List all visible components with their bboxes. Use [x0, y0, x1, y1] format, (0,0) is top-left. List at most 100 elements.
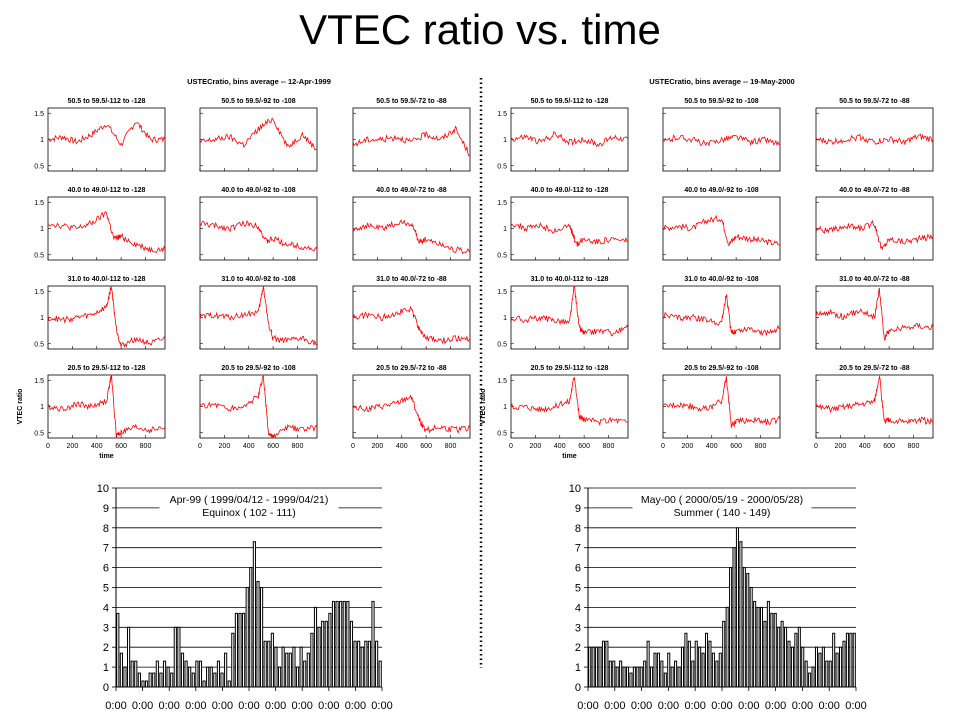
x-tick-label: 200	[219, 443, 231, 450]
annotation-text: May-00 ( 2000/05/19 - 2000/05/28)	[641, 494, 803, 506]
series-line	[662, 214, 781, 246]
bar	[646, 640, 650, 688]
y-tick-label: 1	[503, 226, 507, 233]
line-panel: 31.0 to 40.0/-112 to -128 0.5 1 1.5	[497, 276, 629, 350]
bar	[166, 666, 170, 688]
x-tick-label: 0:00	[604, 700, 625, 712]
panel-title: 20.5 to 29.5/-72 to -88	[839, 365, 910, 372]
bar	[842, 640, 846, 688]
bar	[742, 567, 746, 688]
bar	[242, 612, 246, 688]
bar	[691, 660, 695, 688]
y-tick-label: 3	[575, 622, 581, 634]
bar	[252, 541, 256, 688]
bar	[588, 646, 592, 688]
bar	[141, 680, 145, 688]
bar	[152, 672, 156, 688]
line-panel: 50.5 to 59.5/-92 to -108	[199, 98, 318, 172]
x-tick-label: 600	[578, 443, 590, 450]
bar	[852, 632, 856, 688]
x-tick-label: 400	[396, 443, 408, 450]
line-panel: 20.5 to 29.5/-92 to -108 0 200 400 600 800	[661, 365, 781, 450]
panel-title: 50.5 to 59.5/-72 to -88	[839, 98, 910, 105]
x-tick-label: 0:00	[265, 700, 286, 712]
bar	[170, 672, 174, 688]
bar	[667, 652, 671, 688]
y-tick-label: 0	[103, 682, 109, 694]
y-tick-label: 2	[103, 642, 109, 654]
x-tick-label: 0:00	[711, 700, 732, 712]
annotation-text: Equinox ( 102 - 111)	[202, 507, 296, 519]
line-panel: 50.5 to 59.5/-112 to -128 0.5 1 1.5	[34, 98, 166, 172]
y-tick-label: 4	[575, 602, 581, 614]
y-tick-label: 5	[575, 583, 581, 595]
bar	[198, 660, 203, 688]
series-line	[662, 134, 781, 147]
bar	[116, 612, 120, 688]
bar	[687, 640, 691, 688]
x-tick-label: 0:00	[185, 700, 206, 712]
x-tick-label: 0	[351, 443, 355, 450]
bar	[184, 660, 188, 688]
y-tick-label: 0.5	[497, 341, 507, 348]
panel-frame	[510, 374, 629, 439]
y-tick-label: 8	[103, 523, 109, 535]
bar	[123, 666, 127, 688]
x-tick-label: 0:00	[765, 700, 786, 712]
x-tick-label: 600	[267, 443, 279, 450]
line-panel: 40.0 to 49.0/-112 to -128 0.5 1 1.5	[497, 187, 629, 261]
bar	[144, 680, 149, 688]
bar	[825, 660, 829, 688]
bar	[756, 606, 760, 688]
line-panel: 50.5 to 59.5/-112 to -128 0.5 1 1.5	[497, 98, 629, 172]
bar	[238, 612, 242, 688]
line-panel: 40.0 to 49.0/-72 to -88	[815, 187, 934, 261]
panel-title: 31.0 to 40.0/-92 to -108	[684, 276, 758, 283]
bar	[299, 646, 303, 688]
bar	[310, 632, 314, 688]
panel-title: 50.5 to 59.5/-72 to -88	[376, 98, 447, 105]
bar	[256, 581, 260, 688]
panel-title: 20.5 to 29.5/-72 to -88	[376, 365, 447, 372]
x-tick-label: 0:00	[291, 700, 312, 712]
bar	[797, 626, 801, 688]
bar	[281, 646, 285, 688]
bar	[612, 660, 616, 688]
y-tick-label: 1	[503, 404, 507, 411]
y-tick-label: 7	[575, 543, 581, 555]
y-tick-label: 1	[40, 226, 44, 233]
bar	[180, 652, 185, 688]
bar	[653, 652, 657, 688]
line-panel: 31.0 to 40.0/-72 to -88	[352, 276, 471, 350]
bar	[313, 606, 318, 688]
bar	[173, 626, 177, 688]
x-tick-label: 600	[883, 443, 895, 450]
bar	[663, 672, 667, 688]
y-tick-label: 1	[103, 662, 109, 674]
bar	[832, 632, 836, 688]
bar	[680, 646, 685, 688]
bar	[209, 666, 213, 688]
x-tick-label: 0:00	[818, 700, 839, 712]
bar	[277, 666, 282, 688]
x-tick-label: 400	[554, 443, 566, 450]
bar	[159, 672, 163, 688]
y-tick-label: 8	[575, 523, 581, 535]
bar	[360, 646, 364, 688]
series-line	[510, 377, 629, 427]
bar	[162, 660, 167, 688]
bar	[317, 626, 321, 688]
y-tick-label: 1.5	[497, 200, 507, 207]
bar	[773, 612, 777, 688]
panel-title: 20.5 to 29.5/-112 to -128	[68, 365, 146, 372]
panel-title: 50.5 to 59.5/-92 to -108	[684, 98, 758, 105]
panel-title: 40.0 to 49.0/-72 to -88	[376, 187, 447, 194]
x-tick-label: 0	[814, 443, 818, 450]
series-line	[510, 131, 629, 148]
bar	[636, 666, 640, 688]
bar	[285, 652, 289, 688]
bar	[619, 660, 623, 688]
bar	[306, 652, 310, 688]
bar	[148, 672, 152, 688]
panel-title: 31.0 to 40.0/-92 to -108	[221, 276, 295, 283]
